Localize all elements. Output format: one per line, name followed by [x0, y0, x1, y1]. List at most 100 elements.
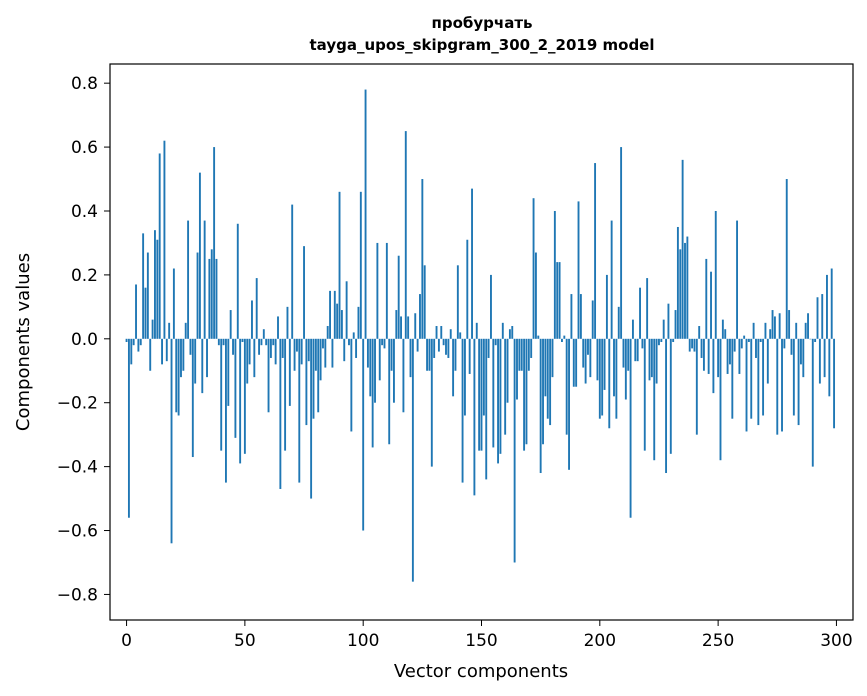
bar	[773, 316, 776, 339]
bar	[811, 338, 814, 467]
bar	[577, 201, 580, 339]
bar	[317, 338, 320, 413]
bar	[215, 258, 218, 339]
bar	[504, 338, 507, 435]
x-tick-label: 200	[584, 631, 616, 651]
y-tick-label: −0.6	[57, 522, 98, 542]
bar	[132, 338, 135, 346]
bar	[272, 338, 275, 346]
bar	[740, 338, 743, 349]
bar	[605, 274, 608, 339]
bar	[700, 338, 703, 358]
bar	[598, 338, 601, 419]
bar	[466, 239, 469, 339]
bar	[487, 338, 490, 358]
bar	[340, 310, 343, 339]
bar	[163, 140, 166, 339]
bar	[156, 239, 159, 339]
bar	[539, 338, 542, 474]
bar	[620, 147, 623, 339]
bar	[610, 220, 613, 339]
bar	[206, 338, 208, 378]
bar	[385, 242, 388, 339]
bar	[149, 338, 152, 371]
bar	[326, 326, 329, 339]
bar	[411, 338, 414, 582]
bar	[456, 265, 459, 339]
bar	[471, 188, 473, 339]
bar	[707, 338, 710, 374]
bar	[641, 338, 644, 349]
x-tick-label: 250	[702, 631, 734, 651]
bar	[158, 153, 161, 339]
bar	[608, 338, 611, 429]
bar	[667, 303, 670, 339]
bar	[236, 223, 239, 339]
bar	[348, 338, 350, 346]
bar	[804, 322, 807, 339]
bar	[731, 338, 734, 419]
bar	[698, 326, 701, 339]
bar	[426, 338, 429, 371]
bar	[442, 338, 445, 346]
bar	[797, 338, 800, 426]
bar	[783, 338, 786, 349]
bar	[390, 338, 393, 371]
bar	[613, 338, 615, 397]
bar	[388, 338, 391, 445]
bar	[440, 326, 443, 339]
bar	[530, 338, 533, 358]
bar	[781, 338, 783, 432]
bar	[239, 338, 242, 464]
bar	[589, 338, 592, 378]
bar	[428, 338, 431, 371]
bar	[191, 338, 194, 458]
bar	[648, 338, 651, 381]
bar	[203, 220, 206, 339]
y-tick-label: −0.4	[57, 458, 98, 478]
chart-title: пробурчать	[432, 14, 533, 32]
x-tick-label: 150	[465, 631, 497, 651]
bar	[402, 338, 405, 413]
bar	[542, 338, 544, 445]
bar	[146, 252, 149, 339]
bar	[312, 338, 315, 419]
chart-subtitle: tayga_upos_skipgram_300_2_2019 model	[310, 36, 655, 54]
bar	[213, 147, 216, 339]
bar	[582, 338, 585, 368]
bar	[525, 338, 528, 445]
bar	[463, 338, 466, 416]
bar	[556, 262, 559, 339]
bar	[168, 322, 171, 339]
bar	[643, 338, 646, 451]
bar	[130, 338, 133, 365]
bar	[778, 313, 781, 339]
bar	[516, 338, 518, 400]
bar	[423, 265, 426, 339]
bar	[333, 290, 336, 339]
plot-frame	[109, 63, 854, 621]
bar	[658, 338, 660, 346]
bar	[246, 338, 249, 384]
bar	[248, 338, 251, 365]
bar	[485, 338, 488, 480]
bar	[414, 313, 417, 339]
bar	[135, 284, 137, 339]
bar	[743, 335, 746, 339]
bar	[617, 306, 620, 339]
bar	[818, 338, 821, 384]
bar	[359, 191, 362, 339]
bar	[194, 338, 197, 384]
bar	[452, 338, 455, 397]
bar	[407, 316, 410, 339]
bar	[222, 338, 225, 346]
bar	[371, 338, 374, 448]
bar	[298, 338, 301, 483]
bar	[357, 306, 360, 339]
bar	[137, 338, 140, 352]
bar	[792, 338, 795, 416]
bar	[473, 338, 476, 496]
bar	[220, 338, 223, 451]
bar	[435, 326, 438, 339]
